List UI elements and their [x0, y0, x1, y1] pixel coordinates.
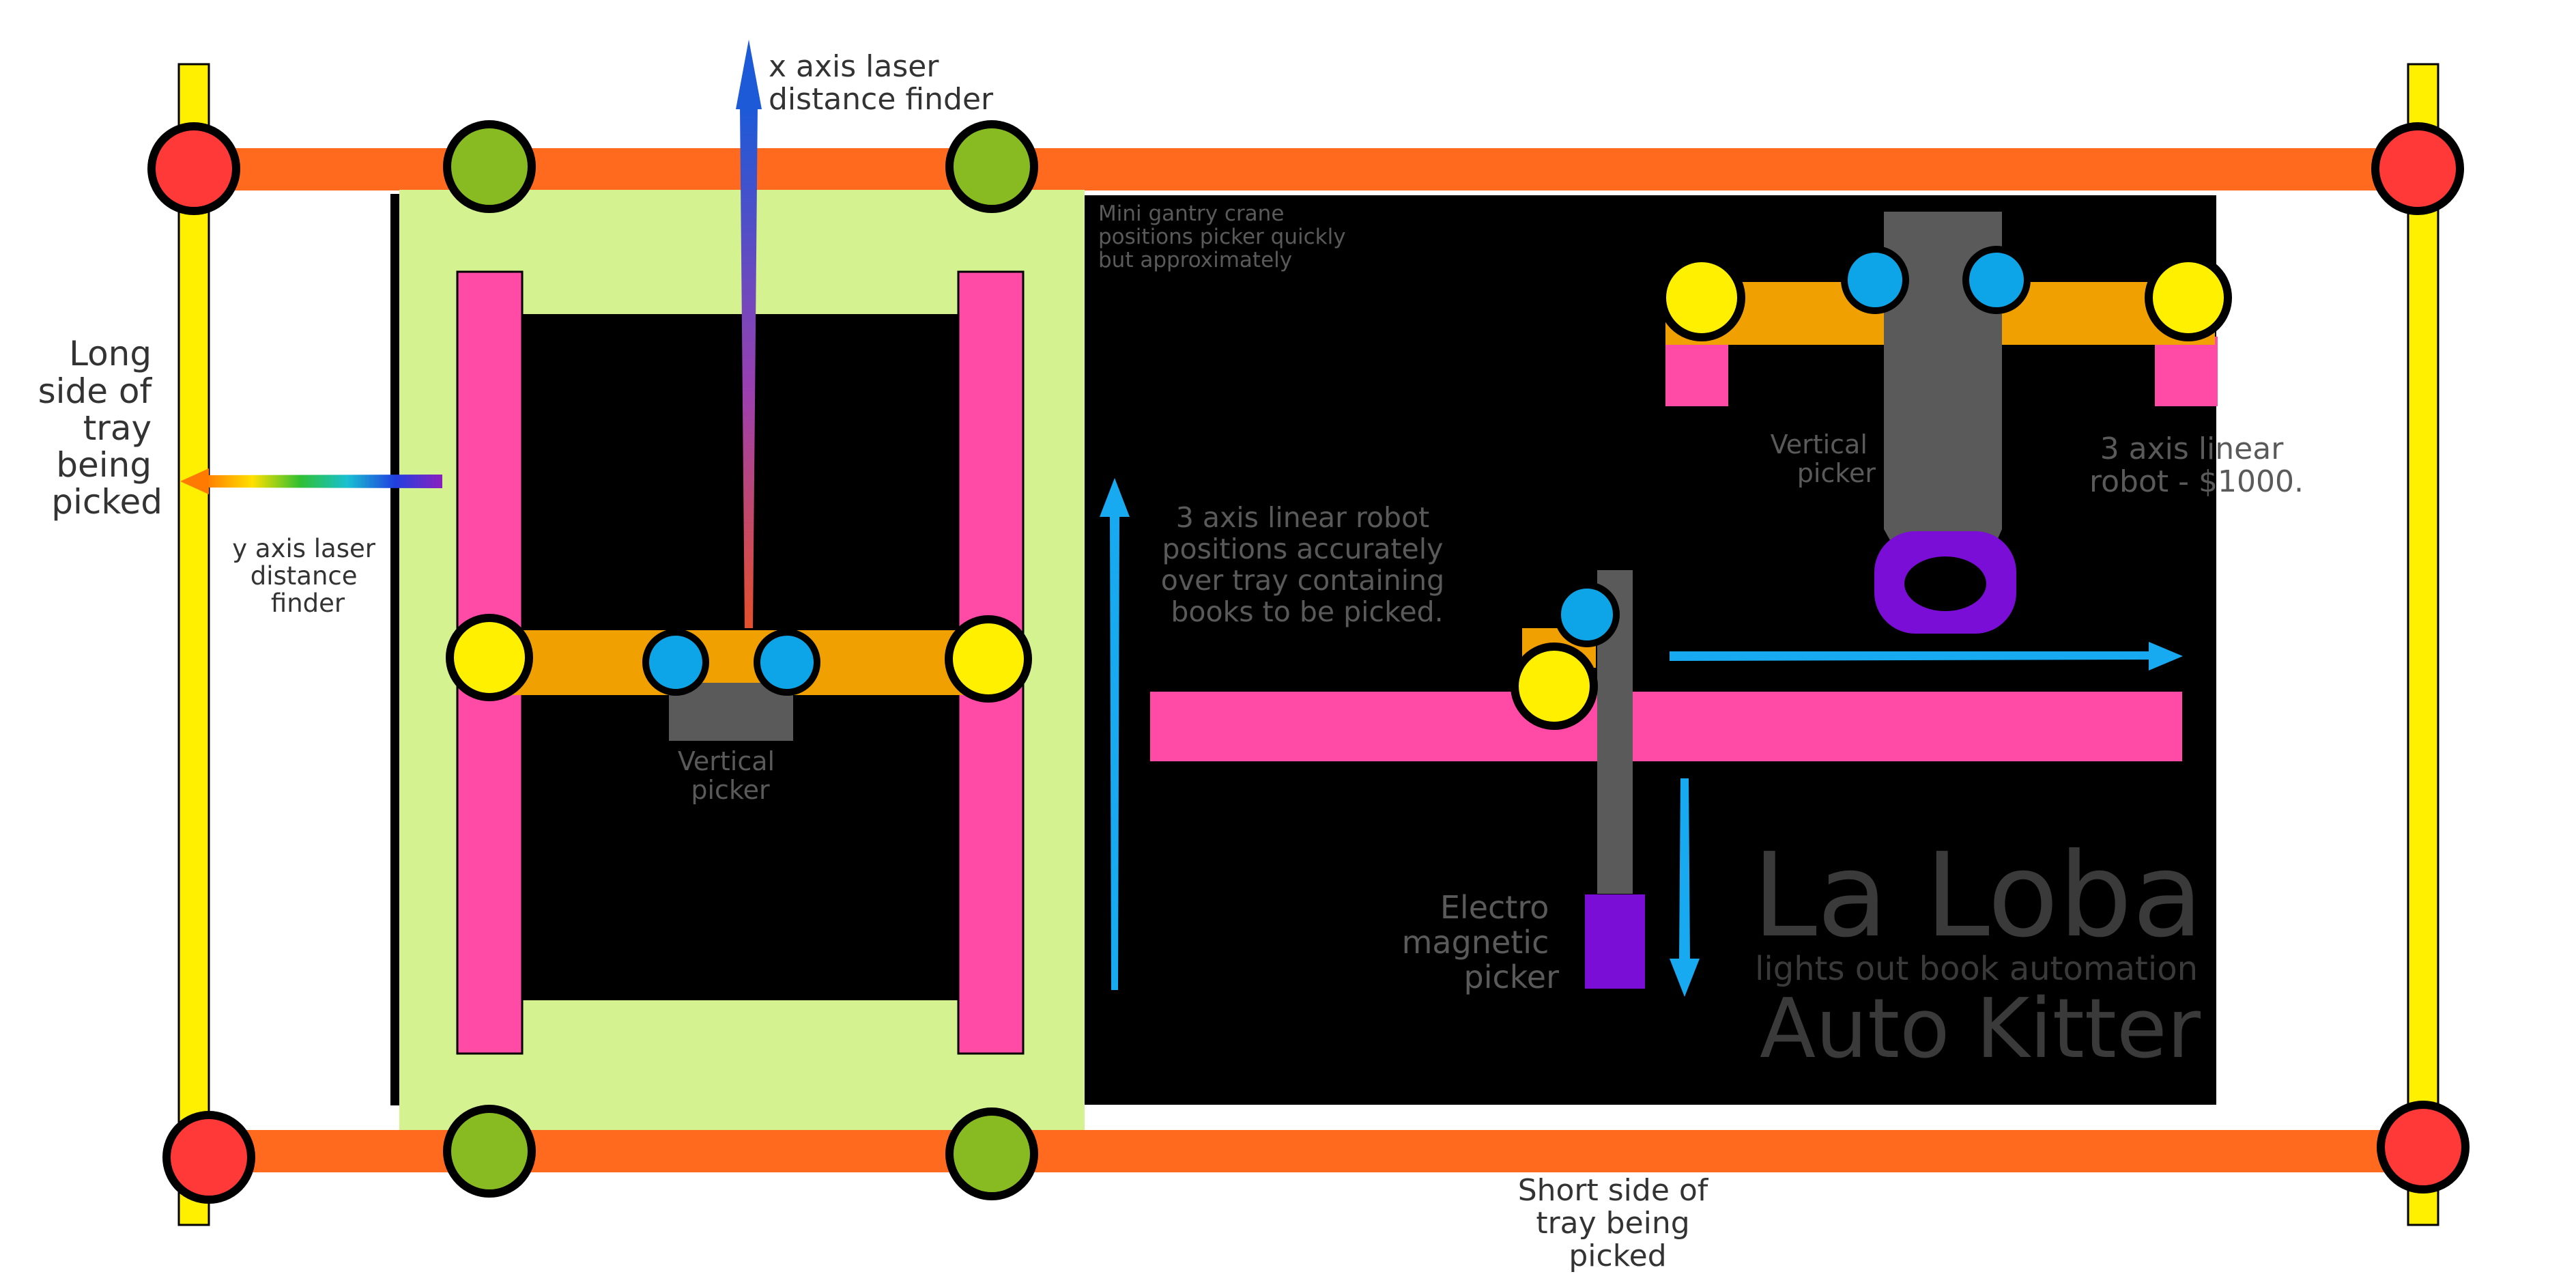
short-side-label: Short side of tray being picked	[1518, 1173, 1718, 1273]
y-axis-laser-label: y axis laser distance finder	[232, 534, 384, 618]
bottom-left-gantry-node	[443, 1105, 536, 1198]
vertical-picker-right-label: Vertical picker	[1771, 429, 1876, 488]
x-axis-laser-arrow	[736, 40, 762, 628]
bottom-left-corner-node	[162, 1111, 255, 1204]
product-name: Auto Kitter	[1760, 982, 2201, 1077]
long-side-label: Long side of tray being picked	[38, 334, 162, 522]
brand-tagline: lights out book automation	[1755, 950, 2198, 988]
robot-side-yellow-node	[1511, 642, 1598, 730]
bottom-frame-rail	[203, 1130, 2429, 1172]
robot-pink-rail	[1150, 692, 2182, 761]
frame-nodes	[147, 120, 2470, 1204]
bottom-right-gantry-node	[945, 1107, 1038, 1200]
robot-left-pink-foot	[1665, 337, 1728, 406]
mini-gantry-crane	[446, 270, 1032, 1055]
left-side-post	[177, 63, 210, 1226]
linear-robot-price-label: 3 axis linear robot - $1000.	[2089, 432, 2304, 499]
robot-side-blue-node	[1554, 582, 1620, 647]
robot-right-pink-foot	[2155, 337, 2218, 406]
robot-left-blue-node	[1841, 246, 1909, 314]
right-side-post	[2407, 63, 2439, 1226]
gantry-left-blue-node	[642, 629, 709, 696]
y-motion-arrow	[1100, 478, 1130, 990]
robot-right-yellow-node	[2145, 254, 2232, 341]
linear-robot-side-view	[1150, 570, 2182, 989]
z-motion-arrow	[1670, 778, 1700, 997]
x-motion-arrow	[1670, 642, 2183, 670]
y-axis-laser-arrow	[180, 468, 442, 494]
top-frame-rail	[192, 148, 2424, 190]
linear-robot-top-view	[1658, 212, 2232, 634]
brand-name: La Loba	[1752, 828, 2203, 963]
electro-magnetic-picker-head	[1585, 894, 1645, 989]
vertical-picker-left-label: Vertical picker	[678, 746, 783, 805]
bottom-right-corner-node	[2377, 1101, 2470, 1194]
motion-arrows	[1100, 478, 2183, 997]
top-right-corner-node	[2371, 122, 2464, 215]
x-axis-laser-label: x axis laser distance finder	[769, 49, 994, 117]
robot-right-blue-node	[1962, 246, 2031, 314]
top-left-corner-node	[147, 122, 240, 215]
robot-ring-hole	[1904, 556, 1986, 611]
gantry-right-yellow-node	[945, 615, 1032, 703]
electro-magnetic-picker-label: Electro magnetic picker	[1402, 889, 1559, 995]
outer-frame	[177, 63, 2439, 1226]
top-right-gantry-node	[945, 120, 1038, 213]
gantry-note: Mini gantry crane positions picker quick…	[1098, 201, 1352, 272]
linear-robot-tray	[1085, 195, 2216, 1105]
gantry-right-blue-node	[754, 629, 820, 696]
robot-left-yellow-node	[1658, 254, 1745, 341]
gantry-left-yellow-node	[446, 614, 533, 701]
linear-robot-note: 3 axis linear robot positions accurately…	[1161, 501, 1453, 628]
top-left-gantry-node	[443, 120, 536, 213]
brand-block: La Loba lights out book automation Auto …	[1752, 828, 2203, 1077]
